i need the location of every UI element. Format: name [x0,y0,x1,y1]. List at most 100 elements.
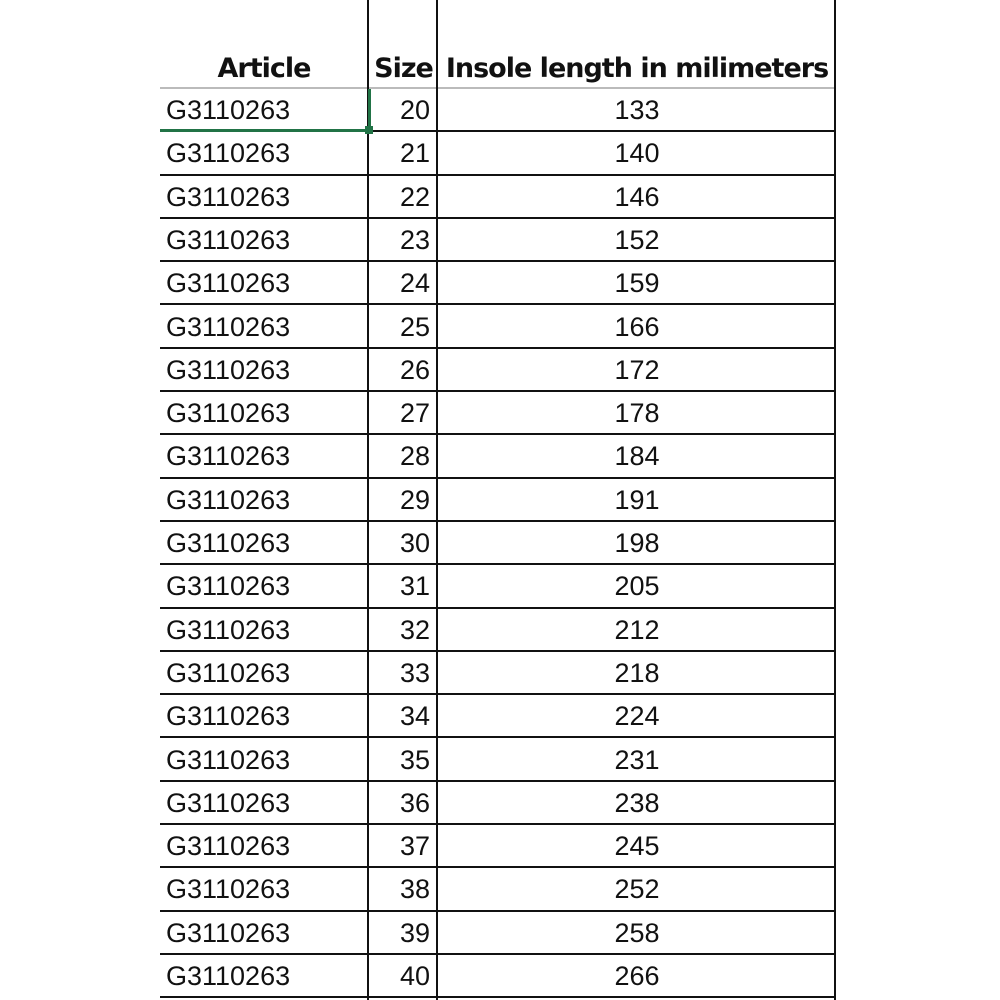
cell-article[interactable]: G3110263 [166,181,291,212]
table-row: G3110263 21 140 [160,131,835,176]
cell-article[interactable]: G3110263 [166,224,291,255]
row-divider [160,952,835,955]
cell-article[interactable]: G3110263 [166,354,291,385]
cell-size[interactable]: 26 [399,354,430,385]
cell-article[interactable]: G3110263 [166,831,291,862]
cell-article[interactable]: G3110263 [166,528,291,558]
cell-insole-length[interactable]: 245 [614,831,660,862]
cell-article[interactable]: G3110263 [166,441,291,472]
table-row: G3110263 23 152 [160,218,835,263]
cell-insole-length[interactable]: 205 [614,571,660,602]
cell-article[interactable]: G3110263 [166,701,291,732]
cell-size[interactable]: 27 [399,398,430,429]
cell-insole-length[interactable]: 238 [614,787,660,818]
table-row: G3110263 20 133 [160,88,835,133]
cell-size[interactable]: 38 [399,874,430,905]
cell-article[interactable]: G3110263 [166,311,291,342]
cell-size[interactable]: 23 [399,224,430,255]
row-divider [160,649,835,652]
cell-article[interactable]: G3110263 [166,917,291,948]
column-divider [367,0,369,1000]
cell-insole-length[interactable]: 252 [614,874,660,905]
cell-size[interactable]: 37 [399,831,430,862]
cell-article[interactable]: G3110263 [166,571,291,602]
table-row: G3110263 39 258 [160,911,835,955]
cell-size[interactable]: 21 [399,138,430,169]
column-divider [436,0,438,1000]
cell-size[interactable]: 35 [399,744,430,775]
cell-insole-length[interactable]: 184 [614,441,660,472]
row-divider [160,693,835,696]
row-divider [160,433,835,436]
row-divider [160,476,835,479]
cell-size[interactable]: 24 [399,268,430,299]
row-divider [160,606,835,609]
cell-insole-length[interactable]: 212 [614,614,660,645]
cell-size[interactable]: 25 [399,311,430,342]
cell-size[interactable]: 40 [399,961,430,991]
table-row: G3110263 38 252 [160,867,835,912]
row-divider [160,563,835,566]
cell-size[interactable]: 29 [399,484,430,515]
cell-size[interactable]: 31 [399,571,430,602]
cell-selection-border [368,89,371,129]
cell-insole-length[interactable]: 146 [614,181,660,212]
header-article[interactable]: Article [217,53,312,84]
cell-insole-length[interactable]: 166 [614,311,660,342]
table-row: G3110263 30 198 [160,521,835,566]
cell-insole-length[interactable]: 231 [614,744,660,775]
fill-handle[interactable] [365,126,373,134]
cell-article[interactable]: G3110263 [166,657,291,688]
cell-insole-length[interactable]: 140 [614,138,660,169]
cell-article[interactable]: G3110263 [166,95,291,125]
cell-size[interactable]: 39 [399,917,430,948]
cell-insole-length[interactable]: 224 [614,701,660,732]
cell-article[interactable]: G3110263 [166,874,291,905]
row-divider [160,823,835,826]
cell-size[interactable]: 36 [399,787,430,818]
cell-size[interactable]: 20 [399,95,430,125]
cell-insole-length[interactable]: 218 [614,657,660,688]
cell-insole-length[interactable]: 159 [614,268,660,299]
table-row: G3110263 35 231 [160,738,835,782]
cell-insole-length[interactable]: 258 [614,917,660,948]
row-divider [160,866,835,869]
row-divider [160,390,835,393]
header-size[interactable]: Size [374,53,434,84]
cell-insole-length[interactable]: 178 [614,398,660,429]
header-divider [160,87,835,89]
cell-size[interactable]: 32 [399,614,430,645]
cell-article[interactable]: G3110263 [166,744,291,775]
header-insole-length[interactable]: Insole length in milimeters [445,53,829,84]
cell-size[interactable]: 22 [399,181,430,212]
table-row: G3110263 34 224 [160,694,835,739]
table-row: G3110263 28 184 [160,434,835,479]
cell-insole-length[interactable]: 198 [614,528,660,558]
cell-article[interactable]: G3110263 [166,398,291,429]
cell-size[interactable]: 34 [399,701,430,732]
cell-insole-length[interactable]: 266 [614,961,660,991]
cell-insole-length[interactable]: 133 [614,95,660,125]
cell-article[interactable]: G3110263 [166,138,291,169]
cell-article[interactable]: G3110263 [166,787,291,818]
cell-article[interactable]: G3110263 [166,614,291,645]
table-row: G3110263 33 218 [160,651,835,696]
row-divider [160,779,835,782]
row-divider [160,736,835,739]
cell-insole-length[interactable]: 152 [614,224,660,255]
cell-article[interactable]: G3110263 [166,268,291,299]
cell-insole-length[interactable]: 172 [614,354,660,385]
table-row: G3110263 37 245 [160,824,835,869]
row-divider [160,519,835,522]
cell-article[interactable]: G3110263 [166,961,291,991]
row-divider [160,173,835,176]
table-row: G3110263 26 172 [160,348,835,393]
table-row: G3110263 36 238 [160,781,835,826]
cell-article[interactable]: G3110263 [166,484,291,515]
cell-selection-border [160,129,366,132]
table-row: G3110263 31 205 [160,564,835,609]
cell-size[interactable]: 28 [399,441,430,472]
cell-size[interactable]: 30 [399,528,430,558]
cell-insole-length[interactable]: 191 [614,484,660,515]
cell-size[interactable]: 33 [399,657,430,688]
